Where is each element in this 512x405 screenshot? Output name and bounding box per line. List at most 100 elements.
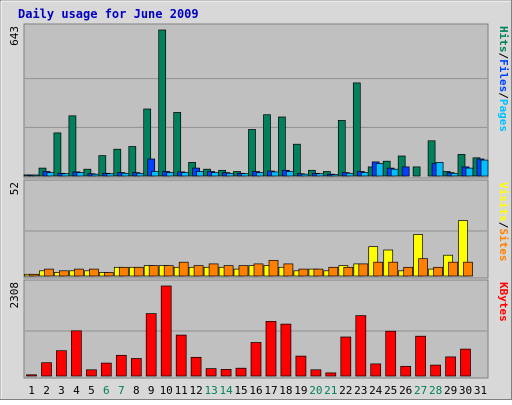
bar-pages-day-1 (31, 174, 40, 177)
bar-kbytes-day-24 (370, 363, 382, 377)
bar-kbytes-day-1 (26, 374, 37, 377)
bar-sites-day-10 (163, 265, 174, 277)
bar-sites-day-30 (463, 261, 473, 277)
bar-kbytes-day-26 (400, 365, 412, 377)
day-label-20: 20 (309, 384, 322, 397)
day-label-8: 8 (133, 384, 140, 397)
legend-item: / (497, 92, 510, 99)
day-label-21: 21 (324, 384, 337, 397)
day-label-6: 6 (103, 384, 110, 397)
bar-sites-day-2 (44, 268, 54, 277)
day-label-23: 23 (354, 384, 367, 397)
bar-visits-day-30 (458, 220, 468, 277)
legend-item: / (497, 53, 510, 60)
bar-pages-day-21 (330, 174, 339, 177)
bar-hits-day-5 (83, 168, 92, 177)
bar-pages-day-13 (211, 172, 219, 177)
chart-title: Daily usage for June 2009 (18, 7, 199, 21)
day-label-2: 2 (43, 384, 50, 397)
bar-kbytes-day-25 (385, 330, 397, 377)
bar-hits-day-8 (128, 146, 137, 177)
bar-kbytes-day-8 (130, 358, 142, 377)
bar-kbytes-day-20 (310, 369, 322, 377)
bar-sites-day-3 (59, 270, 69, 277)
bar-pages-day-12 (196, 171, 204, 177)
bar-kbytes-day-19 (295, 355, 307, 377)
day-label-30: 30 (459, 384, 472, 397)
bar-sites-day-28 (433, 266, 443, 277)
bar-hits-day-30 (457, 154, 466, 177)
bar-files-day-9 (147, 158, 156, 177)
panel-top: 643 Hits/Files/Pages (8, 23, 510, 179)
bar-sites-day-18 (283, 263, 294, 277)
day-label-9: 9 (148, 384, 155, 397)
day-label-11: 11 (175, 384, 188, 397)
day-label-7: 7 (118, 384, 125, 397)
bar-pages-day-4 (76, 172, 85, 177)
bar-hits-day-28 (427, 140, 436, 177)
panel-middle-legend: Visits/Sites (497, 182, 510, 262)
legend-item: Pages (497, 99, 510, 132)
bar-kbytes-day-30 (460, 348, 471, 377)
day-label-25: 25 (384, 384, 397, 397)
bar-sites-day-25 (388, 261, 399, 277)
bar-pages-day-11 (181, 172, 190, 177)
bar-sites-day-15 (238, 265, 249, 277)
bar-pages-day-28 (435, 162, 444, 177)
day-label-28: 28 (429, 384, 442, 397)
panel-middle: 52 Visits/Sites (8, 179, 510, 279)
day-label-5: 5 (88, 384, 95, 397)
day-label-3: 3 (58, 384, 65, 397)
legend-item: / (497, 222, 510, 229)
day-label-15: 15 (234, 384, 247, 397)
bar-kbytes-day-3 (56, 350, 67, 377)
bar-kbytes-day-15 (235, 367, 247, 377)
bar-hits-day-22 (337, 120, 346, 177)
day-label-14: 14 (219, 384, 233, 397)
bar-sites-day-11 (178, 261, 189, 277)
bar-sites-day-12 (193, 265, 204, 277)
bar-hits-day-17 (263, 114, 271, 177)
bar-sites-day-7 (118, 266, 129, 277)
bar-visits-day-24 (368, 246, 379, 277)
bar-kbytes-day-13 (205, 368, 217, 377)
bar-kbytes-day-16 (250, 342, 262, 377)
bar-pages-day-5 (91, 173, 100, 177)
bar-sites-day-6 (103, 272, 114, 277)
bar-sites-day-19 (298, 268, 309, 277)
day-labels: 1 2 3 4 5 6 7 8 9 10 11 12 13 14 15 16 17 18 19 20 21 22 23 24 2… (28, 384, 487, 397)
bar-pages-day-31 (480, 159, 489, 177)
bar-hits-day-19 (293, 143, 301, 177)
bar-hits-day-10 (158, 29, 167, 177)
bar-pages-day-19 (301, 173, 309, 177)
bar-hits-day-27 (412, 166, 421, 177)
bar-kbytes-day-27 (415, 335, 426, 377)
bar-kbytes-day-7 (115, 354, 127, 377)
panel-top-background (23, 23, 489, 179)
bar-kbytes-day-28 (430, 364, 441, 377)
day-label-31: 31 (474, 384, 487, 397)
bar-pages-day-8 (136, 172, 145, 177)
bar-pages-day-24 (375, 163, 384, 177)
bar-kbytes-day-23 (355, 315, 367, 377)
bar-hits-day-6 (98, 155, 107, 177)
bar-sites-day-9 (148, 265, 159, 277)
bar-hits-day-18 (278, 116, 286, 177)
day-label-17: 17 (264, 384, 277, 397)
legend-item: Sites (497, 228, 510, 261)
bar-sites-day-14 (223, 265, 234, 277)
day-label-18: 18 (279, 384, 292, 397)
bar-pages-day-20 (316, 173, 324, 177)
bar-pages-day-25 (390, 168, 399, 177)
day-label-24: 24 (369, 384, 383, 397)
bar-sites-day-1 (29, 273, 39, 277)
day-label-29: 29 (444, 384, 457, 397)
panel-bottom-legend: KBytes (497, 282, 510, 322)
legend-item: KBytes (497, 282, 510, 322)
bar-hits-day-23 (352, 82, 361, 177)
panel-middle-ymax-label: 52 (8, 182, 21, 195)
bar-pages-day-30 (465, 167, 474, 177)
bar-sites-day-17 (268, 260, 279, 277)
bar-kbytes-day-6 (100, 362, 112, 377)
